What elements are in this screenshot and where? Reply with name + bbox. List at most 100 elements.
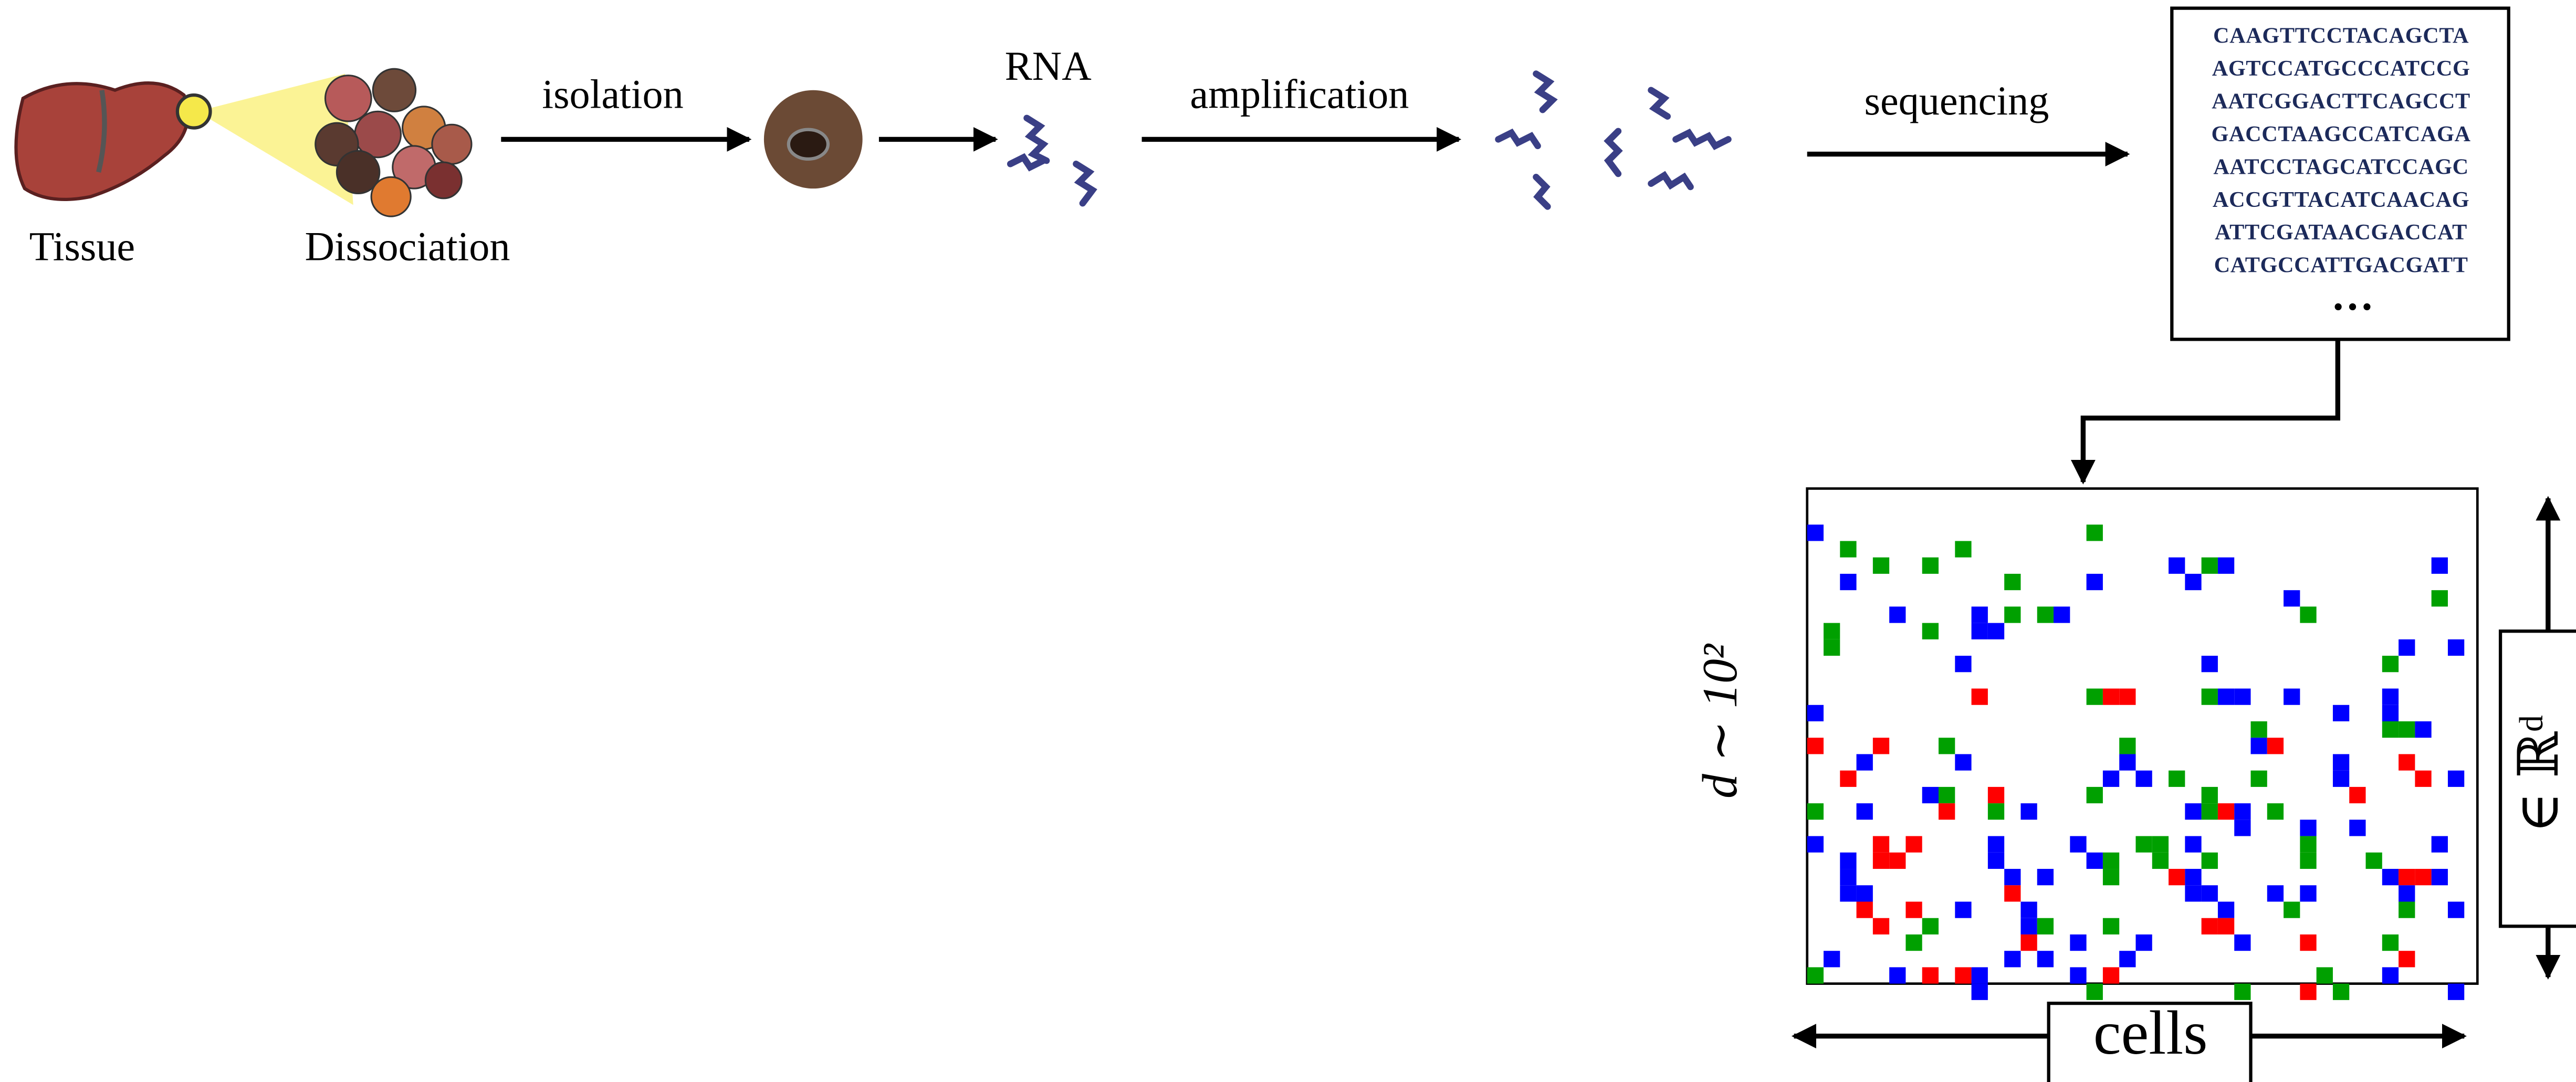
matrix-entry (2234, 803, 2251, 820)
cells-label: cells (2093, 998, 2208, 1067)
matrix-entry (2300, 852, 2317, 869)
matrix-entry (2300, 836, 2317, 853)
matrix-entry (2135, 934, 2152, 951)
matrix-entry (2332, 754, 2350, 771)
matrix-entry (2102, 852, 2120, 869)
sequence: AGTCCATGCCCATCCG (2212, 56, 2470, 81)
expression-matrix (1806, 487, 2479, 985)
matrix-entry (1922, 623, 1939, 639)
matrix-entry (2185, 885, 2202, 902)
matrix-entry (1905, 901, 1922, 918)
matrix-entry (2070, 967, 2087, 984)
matrix-entry (2415, 869, 2432, 886)
matrix-entry (2119, 951, 2136, 968)
connector-arrow (2070, 339, 2341, 485)
matrix-entry (1807, 967, 1824, 984)
matrix-entry (1905, 836, 1922, 853)
matrix-entry (2267, 738, 2284, 754)
matrix-entry (1922, 557, 1939, 574)
matrix-entry (2037, 606, 2054, 623)
matrix-entry (1922, 967, 1939, 984)
matrix-entry (2300, 983, 2317, 1000)
matrix-entry (2399, 639, 2415, 656)
matrix-entry (2217, 557, 2235, 574)
matrix-entry (2102, 918, 2120, 934)
matrix-entry (2102, 688, 2120, 705)
matrix-entry (2201, 885, 2218, 902)
matrix-entry (2004, 869, 2021, 886)
matrix-entry (1987, 623, 2005, 639)
matrix-entry (2234, 983, 2251, 1000)
matrix-entry (2004, 885, 2021, 902)
matrix-entry (2020, 934, 2037, 951)
matrix-entry (2119, 688, 2136, 705)
matrix-entry (2201, 656, 2218, 673)
matrix-entry (2332, 770, 2350, 787)
matrix-entry (2447, 639, 2465, 656)
matrix-entry (1840, 852, 1857, 869)
matrix-entry (2234, 820, 2251, 836)
matrix-entry (1971, 688, 1988, 705)
matrix-entry (1987, 786, 2005, 804)
matrix-entry (1823, 951, 1840, 968)
matrix-entry (1872, 852, 1890, 869)
dissociated-cells (315, 68, 473, 217)
sequence: GACCTAAGCCATCAGA (2212, 122, 2471, 146)
matrix-entry (1872, 738, 1890, 754)
rows-label: d ∼ 10² (1693, 643, 1747, 799)
matrix-entry (1872, 557, 1890, 574)
isolation-label: isolation (542, 71, 683, 117)
matrix-entry (1889, 606, 1906, 623)
magnifier (175, 93, 212, 130)
matrix-entry (1840, 573, 1857, 591)
matrix-entry (2447, 770, 2465, 787)
matrix-entry (2382, 688, 2399, 705)
matrix-entry (2201, 918, 2218, 934)
matrix-entry (2169, 869, 2185, 886)
matrix-entry (2284, 590, 2300, 607)
matrix-entry (2185, 836, 2202, 853)
matrix-entry (2382, 721, 2399, 738)
sequence: CAAGTTCCTACAGCTA (2213, 24, 2469, 48)
matrix-entry (2201, 688, 2218, 705)
matrix-entry (2382, 967, 2399, 984)
matrix-entry (2382, 934, 2399, 951)
matrix-entry (2201, 803, 2218, 820)
matrix-entry (2004, 951, 2021, 968)
matrix-entry (2399, 885, 2415, 902)
matrix-entry (2332, 705, 2350, 721)
matrix-entry (2267, 803, 2284, 820)
ellipsis: … (2331, 272, 2374, 319)
matrix-entry (2431, 836, 2448, 853)
matrix-entry (2349, 786, 2366, 804)
matrix-entry (2399, 869, 2415, 886)
matrix-entry (1807, 836, 1824, 853)
matrix-entry (1840, 885, 1857, 902)
matrix-entry (2086, 786, 2103, 804)
matrix-entry (1889, 967, 1906, 984)
matrix-entry (2316, 967, 2333, 984)
matrix-entry (2447, 901, 2465, 918)
matrix-entry (2102, 869, 2120, 886)
matrix-entry (1905, 934, 1922, 951)
matrix-entry (2135, 836, 2152, 853)
matrix-entry (1807, 738, 1824, 754)
amplified-rna (1495, 70, 1732, 210)
matrix-entry (2086, 983, 2103, 1000)
matrix-entry (2284, 688, 2300, 705)
matrix-entry (2054, 606, 2070, 623)
matrix-entry (1856, 803, 1873, 820)
matrix-entry (2086, 688, 2103, 705)
matrix-entry (2431, 590, 2448, 607)
matrix-entry (2037, 869, 2054, 886)
sequence: AATCCTAGCATCCAGC (2213, 154, 2468, 179)
matrix-entry (2185, 869, 2202, 886)
matrix-entry (2020, 803, 2037, 820)
matrix-entry (2152, 852, 2169, 869)
matrix-entry (2020, 901, 2037, 918)
matrix-entry (1971, 983, 1988, 1000)
amplification-label: amplification (1190, 71, 1409, 117)
matrix-entry (2399, 951, 2415, 968)
